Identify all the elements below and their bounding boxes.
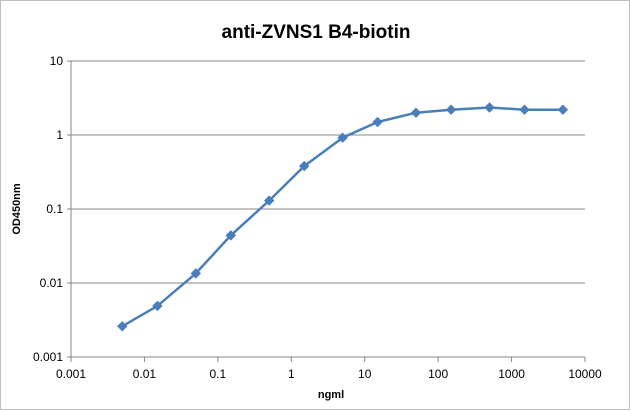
data-point-marker (152, 300, 163, 312)
ticks-layer: 0.001 0.01 0.1 1 10 0.001 0.01 0.1 1 10 100 1000 100… (33, 54, 602, 381)
grid-layer (71, 60, 585, 284)
data-point-marker (117, 321, 128, 332)
y-axis-label: OD450nm (11, 183, 23, 235)
data-point-marker (445, 104, 457, 115)
data-point-marker (225, 230, 237, 241)
y-tick-label: 10 (50, 54, 64, 68)
data-point-marker (263, 195, 275, 206)
x-tick-label: 10000 (568, 367, 602, 381)
x-tick-label: 0.1 (210, 367, 227, 381)
data-point-marker (190, 268, 202, 279)
x-tick-label: 1 (288, 367, 295, 381)
x-tick-label: 1000 (498, 367, 525, 381)
x-tick-label: 0.01 (133, 367, 157, 381)
chart-title: anti-ZVNS1 B4-biotin (222, 22, 411, 43)
data-point-marker (557, 104, 569, 115)
y-tick-label: 0.1 (46, 202, 63, 216)
x-tick-label: 0.001 (56, 367, 86, 381)
data-point-marker (372, 116, 383, 128)
y-tick-label: 0.001 (33, 350, 63, 364)
y-tick-label: 1 (56, 128, 63, 142)
x-tick-label: 100 (428, 367, 448, 381)
data-point-marker (519, 104, 530, 115)
x-tick-label: 10 (358, 367, 372, 381)
series-layer (117, 102, 569, 332)
data-point-marker (298, 160, 310, 172)
data-point-marker (484, 102, 495, 113)
x-axis-label: ngml (318, 389, 344, 401)
y-tick-label: 0.01 (40, 276, 64, 290)
data-point-marker (410, 107, 422, 118)
data-point-marker (337, 132, 348, 143)
